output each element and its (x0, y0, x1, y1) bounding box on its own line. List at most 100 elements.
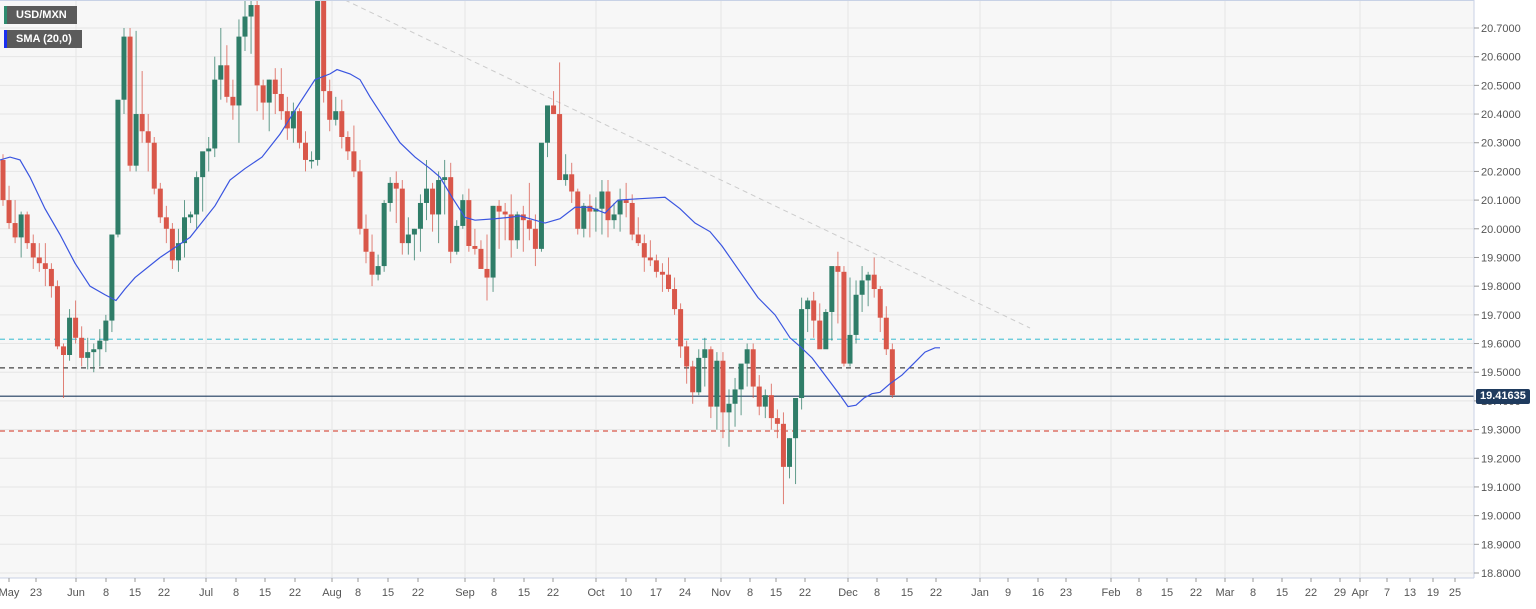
bull-candle (696, 357, 702, 393)
horizontal-gridlines (0, 27, 1474, 574)
bear-candle (708, 349, 714, 407)
bull-candle (714, 360, 720, 407)
bull-candle (490, 205, 496, 278)
current-price-value: 19.41635 (1480, 390, 1526, 402)
bear-candle (466, 200, 472, 246)
bear-candle (659, 271, 665, 275)
y-tick-label: 19.6000 (1481, 339, 1521, 351)
bear-candle (6, 200, 12, 224)
bear-candle (871, 274, 877, 290)
bear-candle (127, 36, 133, 166)
x-tick-label: 8 (747, 587, 753, 599)
bull-candle (702, 349, 708, 358)
bull-candle (514, 214, 520, 241)
bull-candle (436, 180, 442, 215)
x-axis[interactable]: May 23 Jun 8 15 22 Jul 8 15 22 Aug 8 15 22 Sep 8 15 22 Oct… (0, 578, 1461, 599)
bear-candle (557, 114, 563, 181)
sma-line (0, 68, 940, 408)
bear-candle (883, 317, 889, 350)
bear-candle (254, 5, 260, 86)
x-tick-label: 16 (1032, 587, 1044, 599)
bear-candle (508, 214, 514, 241)
bear-candle (551, 105, 557, 115)
bull-candle (411, 228, 417, 235)
bear-candle (157, 188, 163, 218)
bear-candle (357, 171, 363, 229)
x-tick-label: 22 (930, 587, 942, 599)
bull-candle (91, 349, 97, 353)
bear-candle (666, 274, 671, 290)
bear-candle (472, 245, 478, 249)
x-tick-label: Jan (971, 587, 989, 599)
bull-candle (744, 349, 750, 364)
bull-candle (732, 389, 738, 404)
bull-candle (194, 177, 200, 215)
x-tick-label: 22 (799, 587, 811, 599)
x-tick-label: 8 (491, 587, 497, 599)
y-axis[interactable]: 20.7000 20.6000 20.5000 20.4000 20.3000 20.20… (1474, 23, 1521, 580)
bear-candle (526, 220, 532, 229)
bull-candle (853, 294, 859, 335)
x-tick-label: May (0, 587, 20, 599)
x-tick-label: 17 (650, 587, 662, 599)
x-tick-label: Nov (711, 587, 731, 599)
x-tick-label: 15 (518, 587, 530, 599)
bull-candle (206, 148, 212, 152)
bear-candle (841, 271, 847, 364)
y-tick-label: 20.1000 (1481, 195, 1521, 207)
bear-candle (36, 257, 42, 264)
bull-candle (212, 79, 218, 149)
bear-candle (502, 211, 508, 215)
bull-candle (248, 5, 254, 17)
bull-candle (67, 317, 73, 355)
x-tick-label: Mar (1216, 587, 1235, 599)
y-tick-label: 18.8000 (1481, 568, 1521, 580)
bull-candle (581, 205, 587, 229)
x-tick-label: 22 (1305, 587, 1317, 599)
x-tick-label: 22 (1190, 587, 1202, 599)
bull-candle (865, 274, 871, 281)
symbol-legend[interactable]: USD/MXN (4, 6, 77, 24)
x-tick-label: 8 (355, 587, 361, 599)
y-tick-label: 20.6000 (1481, 52, 1521, 64)
bull-candle (442, 177, 448, 181)
x-tick-label: 15 (1161, 587, 1173, 599)
bull-candle (133, 114, 139, 166)
bear-candle (54, 286, 60, 347)
bull-candle (799, 309, 805, 399)
x-tick-label: 8 (103, 587, 109, 599)
bear-candle (399, 188, 405, 244)
x-tick-label: 9 (1005, 587, 1011, 599)
x-tick-label: 8 (233, 587, 239, 599)
plot-background (0, 0, 1474, 578)
bear-candle (877, 289, 883, 318)
x-tick-label: 22 (158, 587, 170, 599)
bear-candle (430, 188, 436, 215)
bear-candle (678, 309, 684, 347)
bull-candle (200, 151, 206, 178)
current-price-tag: 19.41635 (1476, 389, 1530, 404)
bull-candle (375, 266, 381, 275)
x-tick-label: 29 (1334, 587, 1346, 599)
bear-candle (750, 349, 756, 387)
bear-candle (303, 142, 308, 160)
candles (0, 0, 895, 505)
x-tick-label: Dec (838, 587, 858, 599)
bull-candle (454, 225, 460, 252)
bear-candle (327, 91, 333, 120)
x-tick-label: Oct (587, 587, 604, 599)
y-tick-label: 20.7000 (1481, 23, 1521, 35)
y-tick-label: 20.3000 (1481, 138, 1521, 150)
bear-candle (575, 191, 581, 229)
bull-candle (85, 352, 91, 358)
y-tick-label: 19.1000 (1481, 482, 1521, 494)
x-tick-label: Aug (322, 587, 342, 599)
indicator-legend[interactable]: SMA (20,0) (4, 30, 82, 48)
bull-candle (381, 202, 387, 267)
bear-candle (484, 268, 490, 278)
symbol-color-swatch (4, 6, 7, 24)
bull-candle (787, 438, 792, 467)
x-tick-label: 25 (1449, 587, 1461, 599)
